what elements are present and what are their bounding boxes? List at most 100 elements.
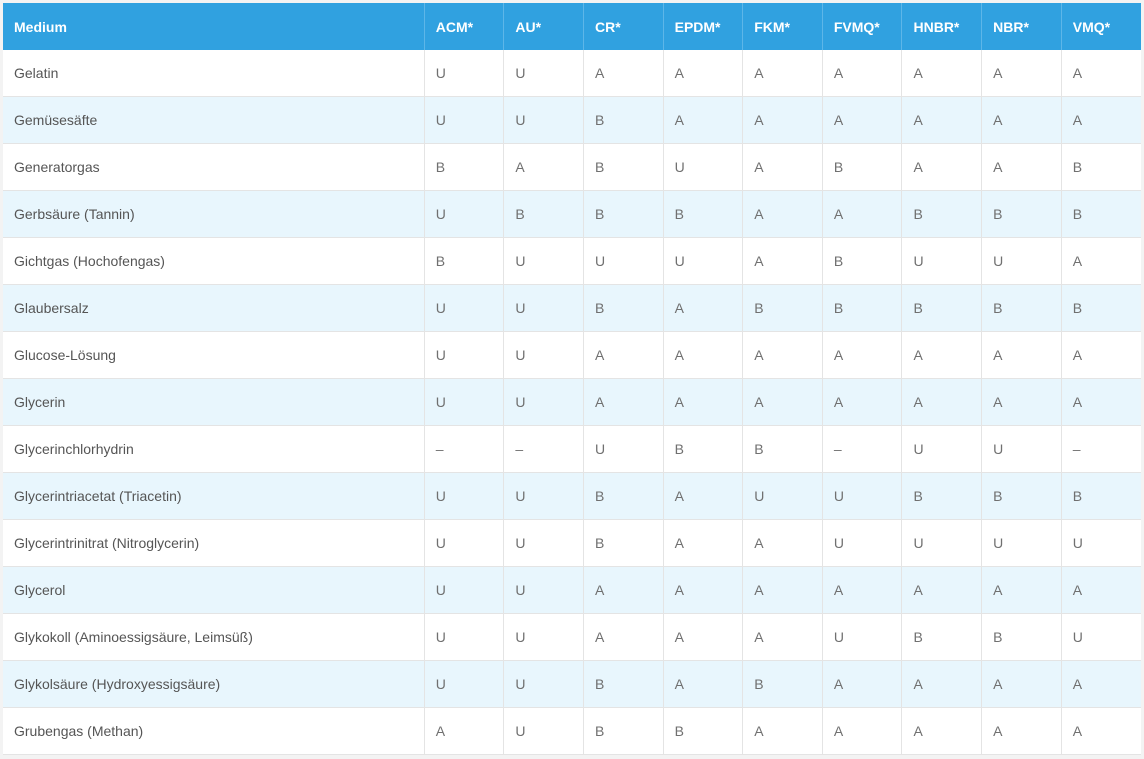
table-row: Glykokoll (Aminoessigsäure, Leimsüß) U U A A… [3,613,1141,661]
rating-cell: B [663,190,744,238]
rating-cell: B [981,613,1062,661]
rating-cell: A [503,143,584,191]
rating-cell: A [981,331,1062,379]
column-header-fkm: FKM* [742,3,823,50]
header-row: Medium ACM* AU* CR* EPDM* FKM* FVMQ* HNBR* NBR* V… [3,3,1141,50]
rating-cell: A [663,613,744,661]
table-row: Gemüsesäfte U U B A A A A A A [3,96,1141,144]
rating-cell: A [663,519,744,567]
rating-cell: U [1061,613,1141,661]
medium-cell: Glycerin [3,378,425,426]
rating-cell: U [503,331,584,379]
rating-cell: U [901,425,983,473]
rating-cell: B [742,284,823,332]
rating-cell: U [503,707,584,755]
medium-cell: Glykokoll (Aminoessigsäure, Leimsüß) [3,613,425,661]
rating-cell: A [742,96,823,144]
rating-cell: A [583,613,664,661]
medium-cell: Grubengas (Methan) [3,707,425,755]
rating-cell: A [663,50,744,97]
rating-cell: A [1061,660,1141,708]
rating-cell: A [1061,96,1141,144]
rating-cell: A [981,143,1062,191]
rating-cell: B [822,284,903,332]
rating-cell: U [822,519,903,567]
rating-cell: – [1061,425,1141,473]
rating-cell: A [583,50,664,97]
rating-cell: A [822,96,903,144]
table-row: Glycerintriacetat (Triacetin) U U B A U U B B B [3,472,1141,520]
table-row: Gerbsäure (Tannin) U B B B A A B B B [3,190,1141,238]
rating-cell: U [981,237,1062,285]
rating-cell: A [822,707,903,755]
rating-cell: A [822,566,903,614]
rating-cell: A [901,660,983,708]
rating-cell: A [901,378,983,426]
rating-cell: B [583,96,664,144]
medium-cell: Glaubersalz [3,284,425,332]
rating-cell: U [424,378,505,426]
chemical-resistance-table: Medium ACM* AU* CR* EPDM* FKM* FVMQ* HNBR* NBR* V… [3,3,1141,755]
rating-cell: B [583,519,664,567]
rating-cell: A [583,378,664,426]
rating-cell: B [583,472,664,520]
rating-cell: B [1061,472,1141,520]
rating-cell: B [663,707,744,755]
rating-cell: B [981,472,1062,520]
medium-cell: Glycerinchlorhydrin [3,425,425,473]
rating-cell: U [424,331,505,379]
rating-cell: A [583,331,664,379]
column-header-cr: CR* [583,3,664,50]
table-row: Glycerol U U A A A A A A A [3,566,1141,614]
medium-cell: Glycerintrinitrat (Nitroglycerin) [3,519,425,567]
rating-cell: B [981,190,1062,238]
rating-cell: U [424,519,505,567]
rating-cell: U [424,566,505,614]
rating-cell: A [583,566,664,614]
rating-cell: U [503,519,584,567]
rating-cell: A [663,284,744,332]
rating-cell: U [503,660,584,708]
rating-cell: A [742,143,823,191]
table-row: Glaubersalz U U B A B B B B B [3,284,1141,332]
rating-cell: A [981,660,1062,708]
rating-cell: B [981,284,1062,332]
rating-cell: A [901,143,983,191]
rating-cell: U [424,284,505,332]
table-row: Gichtgas (Hochofengas) B U U U A B U U A [3,237,1141,285]
rating-cell: A [663,660,744,708]
rating-cell: U [583,237,664,285]
resistance-table-container: Medium ACM* AU* CR* EPDM* FKM* FVMQ* HNBR* NBR* V… [3,3,1141,755]
rating-cell: A [981,566,1062,614]
rating-cell: A [822,190,903,238]
table-header: Medium ACM* AU* CR* EPDM* FKM* FVMQ* HNBR* NBR* V… [3,3,1141,50]
medium-cell: Glucose-Lösung [3,331,425,379]
rating-cell: B [1061,190,1141,238]
column-header-medium: Medium [3,3,425,50]
rating-cell: U [981,425,1062,473]
rating-cell: A [1061,331,1141,379]
rating-cell: B [901,284,983,332]
column-header-acm: ACM* [424,3,505,50]
table-row: Grubengas (Methan) A U B B A A A A A [3,707,1141,755]
rating-cell: A [663,378,744,426]
table-body: Gelatin U U A A A A A A A Gemüsesäfte U U B A A A A A A Gene… [3,50,1141,755]
rating-cell: B [503,190,584,238]
rating-cell: A [742,519,823,567]
rating-cell: A [901,50,983,97]
rating-cell: U [424,472,505,520]
rating-cell: U [424,50,505,97]
rating-cell: A [901,331,983,379]
table-row: Glykolsäure (Hydroxyessigsäure) U U B A B A A A A [3,660,1141,708]
rating-cell: U [1061,519,1141,567]
rating-cell: B [822,143,903,191]
column-header-vmq: VMQ* [1061,3,1141,50]
medium-cell: Gichtgas (Hochofengas) [3,237,425,285]
rating-cell: A [742,50,823,97]
medium-cell: Gemüsesäfte [3,96,425,144]
rating-cell: U [503,378,584,426]
rating-cell: A [901,96,983,144]
column-header-fvmq: FVMQ* [822,3,903,50]
rating-cell: U [503,566,584,614]
rating-cell: A [981,96,1062,144]
